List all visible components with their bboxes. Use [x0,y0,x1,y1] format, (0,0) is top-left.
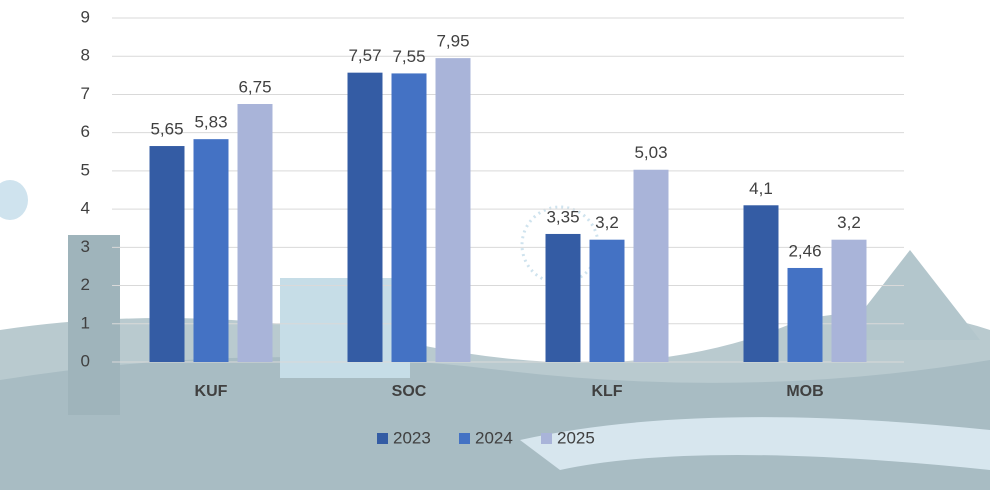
value-label: 3,2 [595,213,619,232]
y-tick-label: 8 [81,46,90,65]
y-tick-label: 7 [81,84,90,103]
x-tick-label: SOC [392,383,427,400]
bar [546,234,581,362]
bar [194,139,229,362]
value-label: 4,1 [749,179,773,198]
y-tick-label: 4 [81,199,90,218]
value-label: 5,65 [150,120,183,139]
value-label: 3,35 [546,207,579,226]
value-label: 6,75 [238,77,271,96]
legend-label: 2025 [557,428,595,447]
bar [590,240,625,362]
y-tick-label: 0 [81,351,90,370]
bar [392,73,427,362]
value-label: 5,83 [194,113,227,132]
bar [348,73,383,362]
x-tick-label: KUF [195,383,228,400]
bar [832,240,867,362]
bar [744,205,779,362]
chart: 0 1 2 3 4 5 6 7 8 9 KUF 5,65 5,83 6,75 SOC 7,57 7,55 7,95… [0,0,990,490]
y-tick-label: 1 [81,313,90,332]
y-tick-label: 9 [81,7,90,26]
y-tick-label: 5 [81,160,90,179]
value-label: 5,03 [634,143,667,162]
bar [436,58,471,362]
bar [150,146,185,362]
value-label: 7,95 [436,32,469,51]
legend-label: 2023 [393,428,431,447]
x-tick-label: MOB [786,383,823,400]
x-tick-label: KLF [591,383,622,400]
bar [238,104,273,362]
bar [634,170,669,362]
legend-swatch [459,433,470,444]
bar [788,268,823,362]
value-label: 2,46 [788,241,821,260]
legend-swatch [377,433,388,444]
legend-swatch [541,433,552,444]
value-label: 3,2 [837,213,861,232]
y-tick-label: 6 [81,122,90,141]
value-label: 7,55 [392,47,425,66]
y-tick-label: 2 [81,275,90,294]
y-tick-label: 3 [81,237,90,256]
legend-label: 2024 [475,428,513,447]
value-label: 7,57 [348,46,381,65]
